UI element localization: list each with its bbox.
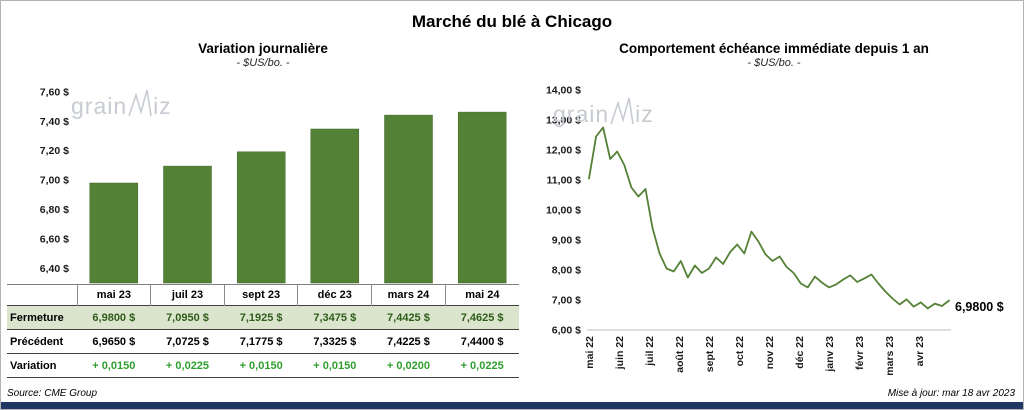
bar-chart: 6,40 $ 6,60 $ 6,80 $ 7,00 $ 7,20 $ 7,40 $ 7,60… <box>40 86 507 284</box>
table-cell: 7,0950 $ <box>150 305 225 330</box>
svg-text:avr 23: avr 23 <box>914 336 926 367</box>
source-note: Source: CME Group <box>7 388 98 399</box>
line-chart-area: 6,00 $ 7,00 $ 8,00 $ 9,00 $ 10,00 $ 11,00 $ 12… <box>529 72 1019 386</box>
table-cell: + 0,0225 <box>445 353 519 378</box>
bar-chart-subtitle: - $US/bo. - <box>236 57 290 69</box>
svg-text:10,00 $: 10,00 $ <box>546 205 581 217</box>
svg-text:oct 22: oct 22 <box>734 336 746 367</box>
col-header: sept 23 <box>223 284 298 306</box>
table-cell: 7,4425 $ <box>371 305 446 330</box>
svg-text:7,60 $: 7,60 $ <box>40 86 69 98</box>
table-cell: + 0,0150 <box>77 353 151 378</box>
table-cell: 7,1925 $ <box>224 305 298 330</box>
zigzag-icon <box>128 89 152 117</box>
svg-text:juin 22: juin 22 <box>614 336 626 370</box>
svg-text:mars 23: mars 23 <box>884 336 896 376</box>
watermark-text: grain <box>553 101 610 127</box>
table-cell: 7,4625 $ <box>445 305 519 330</box>
svg-text:11,00 $: 11,00 $ <box>547 175 582 187</box>
row-label: Variation <box>7 353 77 378</box>
col-header: mars 24 <box>371 284 446 306</box>
watermark-text: iz <box>153 93 172 119</box>
col-header: mai 23 <box>76 284 151 306</box>
table-cell: + 0,0225 <box>150 353 225 378</box>
line-chart-title: Comportement échéance immédiate depuis 1… <box>619 41 929 56</box>
svg-text:8,00 $: 8,00 $ <box>552 265 581 277</box>
svg-text:7,00 $: 7,00 $ <box>552 295 581 307</box>
update-note: Mise à jour: mar 18 avr 2023 <box>887 388 1015 399</box>
svg-text:nov 22: nov 22 <box>764 336 776 369</box>
price-table: mai 23 juil 23 sept 23 déc 23 mars 24 ma… <box>7 284 519 378</box>
table-row-fermeture: Fermeture 6,9800 $ 7,0950 $ 7,1925 $ 7,3… <box>7 305 519 330</box>
svg-text:6,40 $: 6,40 $ <box>40 263 69 275</box>
table-cell: 7,0725 $ <box>150 329 225 354</box>
table-row-variation: Variation + 0,0150 + 0,0225 + 0,0150 + 0… <box>7 353 519 378</box>
table-corner <box>7 284 77 306</box>
watermark-text: grain <box>71 93 128 119</box>
row-label: Fermeture <box>7 305 77 330</box>
table-header-row: mai 23 juil 23 sept 23 déc 23 mars 24 ma… <box>7 284 519 306</box>
svg-text:12,00 $: 12,00 $ <box>546 145 581 157</box>
bar-chart-area: 6,40 $ 6,60 $ 6,80 $ 7,00 $ 7,20 $ 7,40 $ 7,60… <box>7 72 519 284</box>
table-cell: 7,1775 $ <box>224 329 298 354</box>
zigzag-icon <box>610 97 634 125</box>
table-cell: 7,4225 $ <box>371 329 446 354</box>
table-cell: 6,9650 $ <box>77 329 151 354</box>
svg-text:janv 23: janv 23 <box>824 336 836 373</box>
svg-text:7,40 $: 7,40 $ <box>40 116 69 128</box>
svg-text:6,60 $: 6,60 $ <box>40 233 69 245</box>
svg-text:déc 22: déc 22 <box>794 336 806 369</box>
svg-text:mai 22: mai 22 <box>584 336 596 369</box>
page-title: Marché du blé à Chicago <box>411 12 613 31</box>
table-cell: 6,9800 $ <box>77 305 151 330</box>
table-cell: + 0,0200 <box>371 353 446 378</box>
table-cell: + 0,0150 <box>224 353 298 378</box>
svg-text:7,20 $: 7,20 $ <box>40 145 69 157</box>
svg-text:6,00 $: 6,00 $ <box>552 325 581 337</box>
svg-text:juil 22: juil 22 <box>644 336 656 367</box>
last-price-label: 6,9800 $ <box>955 300 1004 314</box>
col-header: juil 23 <box>150 284 225 306</box>
table-cell: + 0,0150 <box>297 353 372 378</box>
svg-text:sept 22: sept 22 <box>704 336 716 372</box>
daily-variation-panel: Variation journalière - $US/bo. - 6,40 $… <box>7 41 519 378</box>
col-header: mai 24 <box>444 284 519 306</box>
grainwiz-watermark: grain iz <box>553 96 654 126</box>
watermark-text: iz <box>635 101 654 127</box>
row-label: Précédent <box>7 329 77 354</box>
line-chart-subtitle: - $US/bo. - <box>747 57 801 69</box>
table-cell: 7,3325 $ <box>297 329 372 354</box>
front-month-panel: Comportement échéance immédiate depuis 1… <box>529 41 1019 386</box>
table-row-precedent: Précédent 6,9650 $ 7,0725 $ 7,1775 $ 7,3… <box>7 329 519 354</box>
svg-text:9,00 $: 9,00 $ <box>552 235 581 247</box>
bottom-accent-bar <box>1 402 1023 409</box>
table-cell: 7,3475 $ <box>297 305 372 330</box>
svg-text:14,00 $: 14,00 $ <box>546 85 581 97</box>
bar-chart-title: Variation journalière <box>198 41 328 56</box>
line-chart: 6,00 $ 7,00 $ 8,00 $ 9,00 $ 10,00 $ 11,00 $ 12… <box>546 85 951 376</box>
table-cell: 7,4400 $ <box>445 329 519 354</box>
svg-text:6,80 $: 6,80 $ <box>40 204 69 216</box>
col-header: déc 23 <box>297 284 372 306</box>
svg-text:févr 23: févr 23 <box>854 336 866 370</box>
grainwiz-watermark: grain iz <box>71 88 172 118</box>
svg-text:août 22: août 22 <box>674 336 686 373</box>
svg-text:7,00 $: 7,00 $ <box>40 175 69 187</box>
svg-text:13,00 $: 13,00 $ <box>546 115 581 127</box>
